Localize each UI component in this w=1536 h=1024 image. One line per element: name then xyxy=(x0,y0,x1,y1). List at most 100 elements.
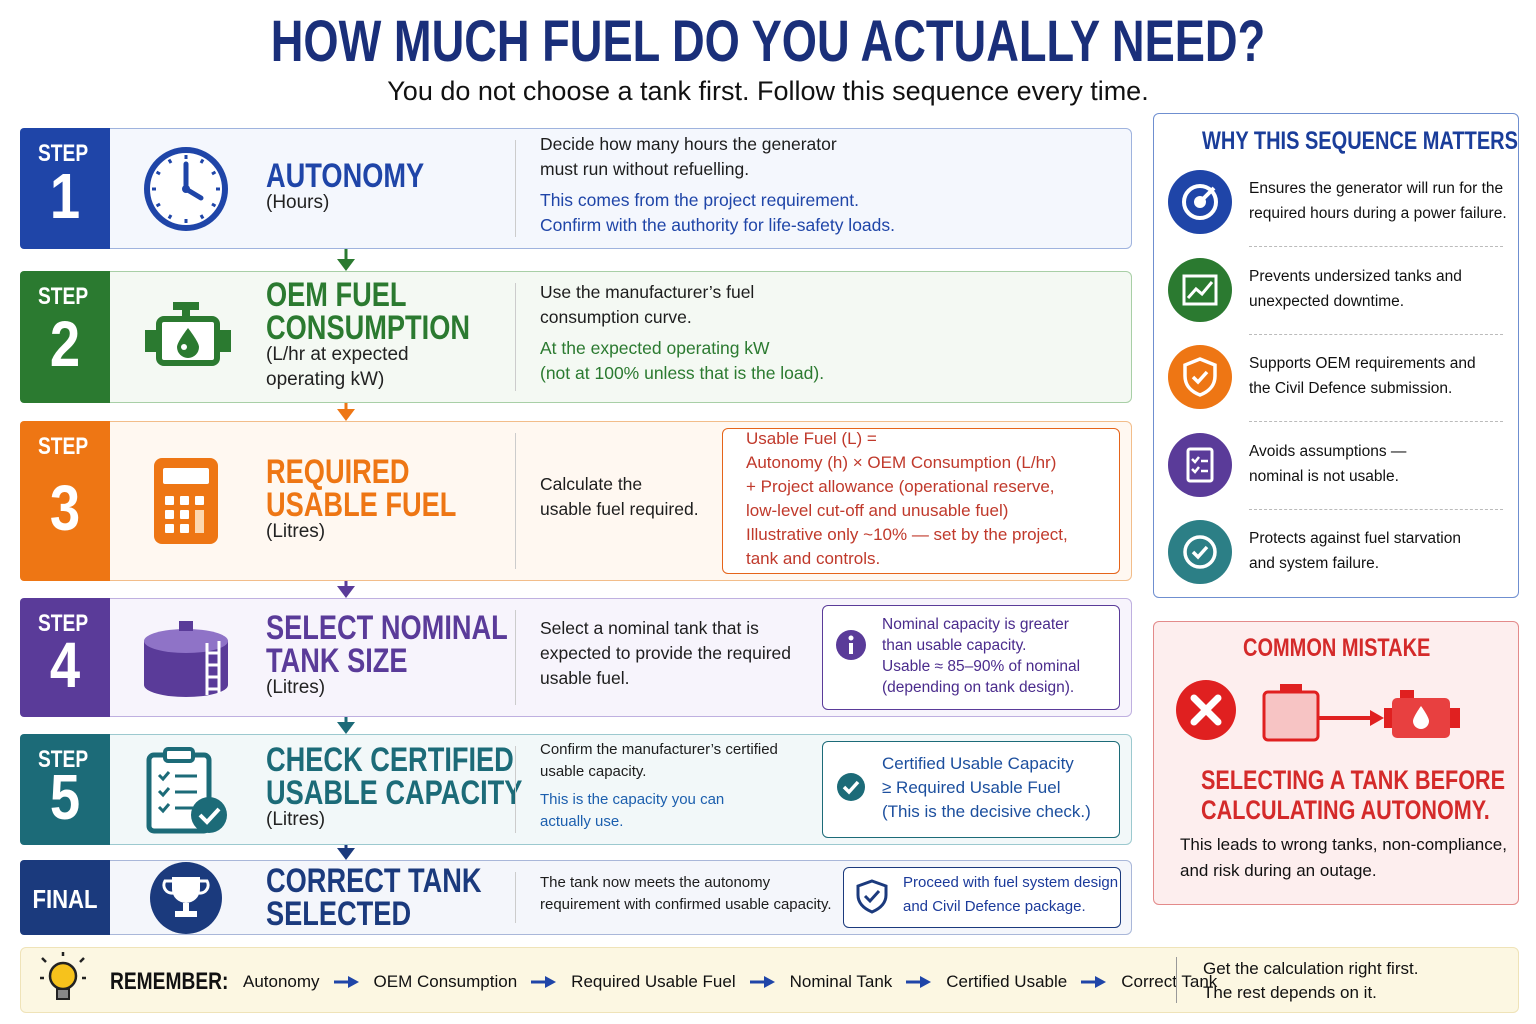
bulb-icon xyxy=(40,952,86,1000)
box-icon-part xyxy=(837,772,865,801)
step-icon xyxy=(146,746,227,833)
arrow-part xyxy=(545,976,557,988)
step-note: This comes from the project requirement. xyxy=(540,189,860,210)
bulb-icon-part xyxy=(48,961,78,991)
info-box xyxy=(822,605,1120,710)
sidebar-text: unexpected downtime. xyxy=(1249,292,1405,310)
step-text: usable capacity. xyxy=(540,762,647,780)
mistake-panel xyxy=(1153,621,1519,905)
box-text: Illustrative only ~10% — set by the proj… xyxy=(746,525,1068,544)
box-icon-part xyxy=(848,635,854,640)
flow-arrow xyxy=(337,845,355,860)
step-title: TANK SIZE xyxy=(266,642,408,680)
bulb-icon-part xyxy=(79,957,85,963)
step-icon xyxy=(154,458,218,544)
step-title: OEM FUEL xyxy=(266,276,407,314)
box-text: Nominal capacity is greater xyxy=(882,615,1069,633)
sequence-arrow xyxy=(333,976,359,988)
divider xyxy=(515,140,516,237)
step-icon-part xyxy=(182,184,190,193)
step-badge xyxy=(20,271,110,403)
step-number: 2 xyxy=(49,308,81,380)
divider xyxy=(515,746,516,833)
box-text: low-level cut-off and unusable fuel) xyxy=(746,501,1009,520)
sidebar-text: Avoids assumptions — xyxy=(1249,442,1407,460)
flow-arrow-part xyxy=(337,722,355,734)
flow-arrow-part xyxy=(337,409,355,421)
step-title: AUTONOMY xyxy=(266,156,425,195)
divider xyxy=(515,283,516,391)
sidebar-title: WHY THIS SEQUENCE MATTERS xyxy=(1202,127,1518,155)
step-icon-part xyxy=(182,309,190,319)
step-text: The tank now meets the autonomy xyxy=(540,873,771,891)
step-icon-part xyxy=(167,158,173,164)
step-icon-part xyxy=(155,202,161,207)
step-icon xyxy=(144,620,228,697)
step-number: 4 xyxy=(49,628,81,701)
arrow-part xyxy=(1095,976,1107,988)
step-icon xyxy=(150,861,222,934)
sidebar-icon-part xyxy=(1191,545,1209,560)
step-icon-part xyxy=(145,330,159,352)
step-number: 1 xyxy=(49,159,81,232)
step-label: STEP xyxy=(38,746,89,773)
step-text: Calculate the xyxy=(540,474,643,494)
step-unit: (Litres) xyxy=(266,677,326,698)
sidebar-icon-part xyxy=(1168,520,1232,584)
footer-note: Get the calculation right first. xyxy=(1203,959,1419,978)
step-icon-part xyxy=(165,524,174,533)
step-icon-part xyxy=(157,770,171,781)
step-icon-part xyxy=(165,510,174,519)
box-icon xyxy=(836,629,866,660)
bulb-icon-part xyxy=(41,957,47,963)
step-title: CHECK CERTIFIED xyxy=(266,741,514,779)
sidebar-text: and system failure. xyxy=(1249,555,1380,572)
step-icon-part xyxy=(211,170,217,175)
sidebar-icon xyxy=(1168,257,1232,322)
step-text: Select a nominal tank that is xyxy=(540,618,759,638)
divider xyxy=(515,610,516,705)
step-note: At the expected operating kW xyxy=(540,338,770,358)
step-unit: (L/hr at expected xyxy=(266,344,409,365)
mistake-heading: SELECTING A TANK BEFORE xyxy=(1201,765,1506,795)
box-icon-part xyxy=(863,889,881,903)
step-icon-part xyxy=(155,170,161,175)
box-text: + Project allowance (operational reserve… xyxy=(746,477,1055,496)
step-text: usable fuel. xyxy=(540,668,630,688)
sidebar-icon-part xyxy=(1168,432,1232,497)
step-icon-part xyxy=(199,158,205,164)
step-icon-part xyxy=(157,786,171,797)
step-number: 5 xyxy=(49,760,81,833)
divider xyxy=(515,872,516,923)
step-label: STEP xyxy=(38,433,89,460)
sidebar-icon-part xyxy=(1183,535,1217,569)
sidebar-text: Protects against fuel starvation xyxy=(1249,530,1461,547)
sidebar-icon-part xyxy=(1191,370,1209,385)
step-title: USABLE CAPACITY xyxy=(266,774,523,812)
info-box xyxy=(722,428,1120,574)
flow-arrow xyxy=(337,717,355,734)
box-text: and Civil Defence package. xyxy=(903,897,1086,915)
sidebar-text: Ensures the generator will run for the xyxy=(1249,180,1504,197)
mistake-text: This leads to wrong tanks, non-complianc… xyxy=(1180,835,1507,854)
mistake-icons-part xyxy=(1384,708,1392,728)
step-icon-part xyxy=(162,879,210,895)
step-icon-part xyxy=(175,910,197,917)
footer-note: The rest depends on it. xyxy=(1203,983,1377,1002)
step-icon-part xyxy=(167,213,173,219)
step-text: must run without refuelling. xyxy=(540,158,750,179)
divider xyxy=(515,433,516,569)
box-icon-part xyxy=(842,780,860,795)
sequence-item: Autonomy xyxy=(243,972,320,991)
step-icon-part xyxy=(172,876,200,903)
box-text: than usable capacity. xyxy=(882,636,1027,654)
sidebar-separator xyxy=(1249,333,1503,335)
sequence-item: Required Usable Fuel xyxy=(571,972,736,991)
box-text: Usable ≈ 85–90% of nominal xyxy=(882,657,1081,675)
sequence-arrow xyxy=(1081,976,1107,988)
step-text: usable fuel required. xyxy=(540,499,699,519)
mistake-heading: CALCULATING AUTONOMY. xyxy=(1201,795,1490,825)
step-title: USABLE FUEL xyxy=(266,485,457,524)
mistake-title: COMMON MISTAKE xyxy=(1243,634,1431,662)
sidebar-icon xyxy=(1168,432,1232,497)
